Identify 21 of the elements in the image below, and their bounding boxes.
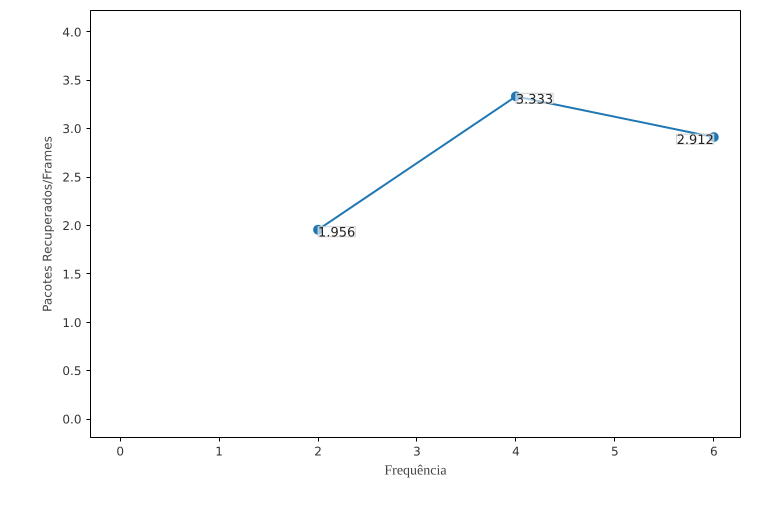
y-tick-label: 3.0 [62, 122, 82, 136]
x-tick-label: 5 [611, 444, 619, 458]
x-tick-label: 6 [710, 444, 718, 458]
x-tick-label: 1 [215, 444, 223, 458]
data-label: 3.333 [516, 92, 554, 108]
x-tick-label: 4 [512, 444, 520, 458]
y-tick-label: 2.5 [62, 170, 82, 185]
x-axis-title: Frequência [384, 464, 448, 478]
y-tick-label: 0.0 [62, 412, 82, 427]
y-tick-label: 1.5 [62, 267, 82, 282]
y-tick-label: 0.5 [62, 364, 82, 378]
y-tick-label: 1.0 [62, 316, 82, 330]
y-tick-label: 3.5 [62, 74, 82, 88]
data-label: 2.912 [676, 133, 714, 148]
x-tick-label: 3 [413, 444, 421, 458]
x-tick-label: 0 [116, 444, 124, 458]
x-tick-label: 2 [314, 444, 322, 458]
y-tick-label: 4.0 [62, 25, 82, 40]
y-axis-title: Pacotes Recuperados/Frames [40, 136, 54, 312]
data-label: 1.956 [318, 226, 356, 241]
y-tick-label: 2.0 [62, 218, 82, 233]
